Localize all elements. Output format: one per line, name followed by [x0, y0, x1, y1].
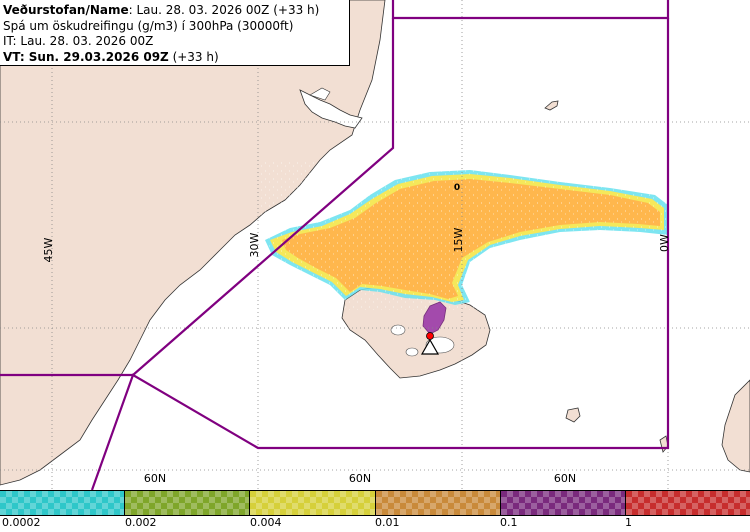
point-marker: 0 — [454, 183, 460, 193]
legend-tick-labels: 0.0002 0.002 0.004 0.01 0.1 1 — [0, 516, 750, 532]
norway-landmass — [721, 379, 750, 473]
lat-label-60n: 60N — [144, 472, 166, 485]
legend-swatch — [500, 491, 626, 515]
forecast-description: Spá um öskudreifingu (g/m3) í 300hPa (30… — [3, 18, 294, 33]
agency-label: Veðurstofan/Name — [3, 3, 129, 17]
lon-label-15w: 15W — [452, 227, 465, 252]
analysis-time: : Lau. 28. 03. 2026 00Z (+33 h) — [128, 3, 320, 17]
legend-tick: 0.1 — [500, 516, 518, 529]
forecast-offset: (+33 h) — [168, 49, 219, 64]
ash-forecast-map: 45W 30W 15W 0W 60N 60N 60N 0 — [0, 0, 750, 490]
triangle-volcano-icon — [420, 332, 440, 355]
legend-swatch — [0, 491, 126, 515]
fir-boundary — [0, 0, 670, 490]
initial-time: IT: Lau. 28. 03. 2026 00Z — [3, 34, 154, 48]
legend-tick: 0.002 — [125, 516, 157, 529]
legend-swatch — [625, 491, 750, 515]
map-title-box: Veðurstofan/Name: Lau. 28. 03. 2026 00Z … — [0, 0, 350, 66]
legend-tick: 0.004 — [250, 516, 282, 529]
valid-time-line: VT: Sun. 29.03.2026 09Z (+33 h) — [3, 50, 349, 66]
glacier — [390, 324, 406, 336]
lat-label-60n: 60N — [349, 472, 371, 485]
title-line-1: Veðurstofan/Name: Lau. 28. 03. 2026 00Z … — [3, 3, 349, 19]
legend-swatch — [125, 491, 251, 515]
legend-swatch — [375, 491, 501, 515]
concentration-color-legend — [0, 490, 750, 516]
lat-label-60n: 60N — [554, 472, 576, 485]
jan-mayen — [544, 100, 559, 111]
legend-tick: 0.01 — [375, 516, 400, 529]
legend-tick: 0.0002 — [2, 516, 41, 529]
valid-time: VT: Sun. 29.03.2026 09Z — [3, 49, 169, 64]
ash-contour-0.1 — [422, 301, 447, 335]
lon-label-30w: 30W — [248, 232, 261, 257]
lon-label-45w: 45W — [42, 237, 55, 262]
faroe-islands — [565, 407, 581, 423]
greenland-inlet — [309, 87, 331, 101]
lon-label-0w: 0W — [658, 234, 671, 252]
legend-swatch — [250, 491, 376, 515]
legend-tick: 1 — [625, 516, 632, 529]
glacier — [405, 347, 419, 357]
greenland-fjord — [299, 89, 363, 129]
